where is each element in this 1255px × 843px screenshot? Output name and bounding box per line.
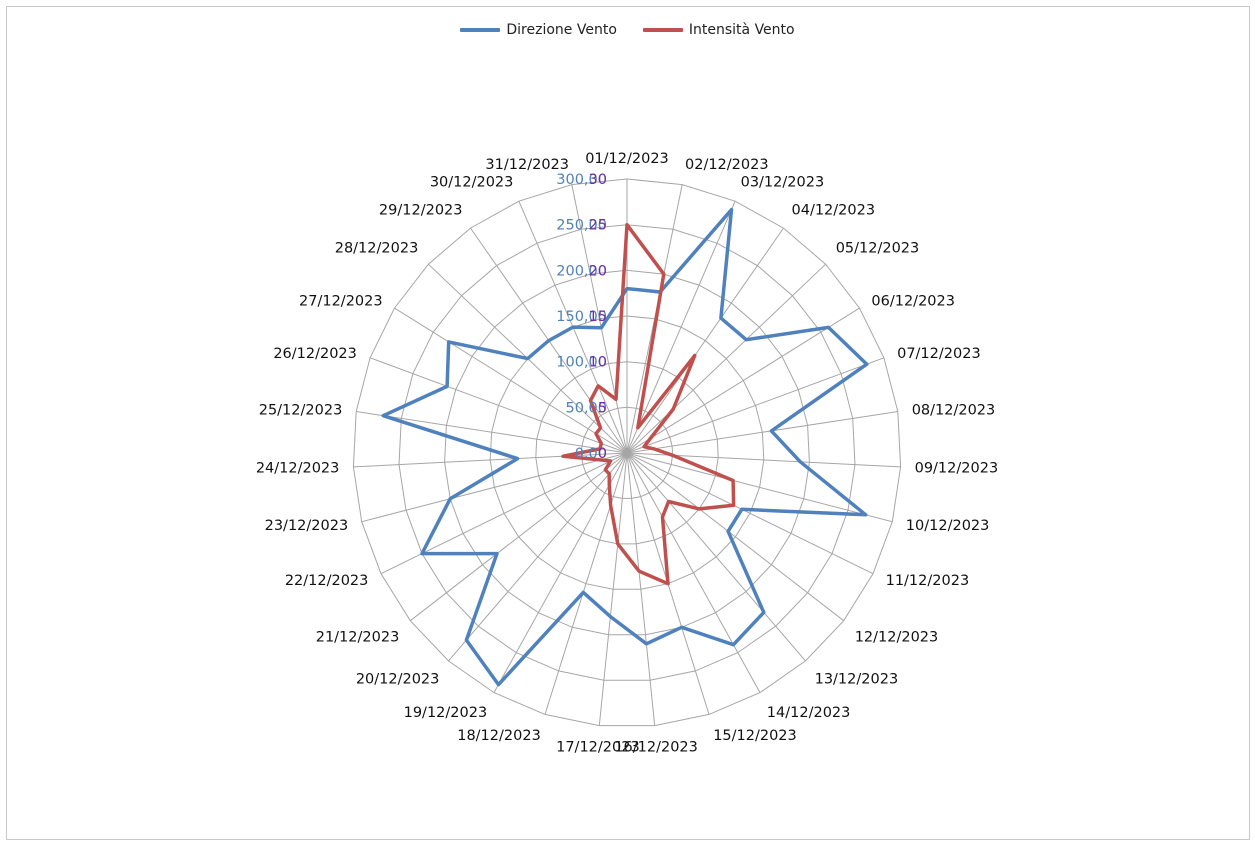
- primary-tick-label-3: 150,00: [556, 309, 607, 325]
- secondary-tick-label-6: 30: [589, 172, 607, 188]
- secondary-tick-label-0: 0: [598, 446, 607, 462]
- category-label-28: 28/12/2023: [335, 241, 419, 257]
- secondary-tick-label-2: 10: [589, 355, 607, 371]
- category-label-23: 23/12/2023: [265, 518, 349, 534]
- category-label-8: 08/12/2023: [912, 402, 996, 418]
- primary-tick-label-6: 300,00: [556, 172, 607, 188]
- grid-spoke-23: [361, 452, 628, 523]
- grid-spoke-16: [626, 452, 656, 726]
- grid-spoke-10: [626, 452, 893, 523]
- legend-swatch-intensita: [642, 28, 683, 32]
- grid-spoke-7: [626, 357, 885, 454]
- series-line-intensita: [561, 222, 736, 586]
- grid-ring-3: [489, 315, 765, 590]
- grid-spoke-6: [626, 307, 860, 454]
- chart-frame: [6, 6, 1250, 840]
- category-label-16: 16/12/2023: [614, 740, 698, 756]
- legend-swatch-direzione: [460, 28, 501, 32]
- category-label-10: 10/12/2023: [906, 518, 990, 534]
- grid-spoke-27: [394, 307, 628, 454]
- category-label-30: 30/12/2023: [430, 174, 514, 190]
- primary-tick-label-4: 200,00: [556, 263, 607, 279]
- category-label-13: 13/12/2023: [815, 672, 899, 688]
- grid-ring-5: [398, 224, 856, 681]
- category-label-27: 27/12/2023: [299, 294, 383, 310]
- category-label-17: 17/12/2023: [556, 740, 640, 756]
- category-label-15: 15/12/2023: [713, 728, 797, 744]
- grid-ring-1: [580, 406, 674, 499]
- grid-spoke-21: [409, 452, 628, 622]
- secondary-tick-label-1: 5: [598, 400, 607, 416]
- category-label-1: 01/12/2023: [585, 151, 669, 167]
- category-label-14: 14/12/2023: [767, 705, 851, 721]
- legend-label-intensita: Intensità Vento: [688, 22, 795, 38]
- legend-item-intensita: Intensità Vento: [642, 22, 795, 38]
- grid-spoke-18: [544, 452, 628, 715]
- grid-spoke-13: [626, 452, 806, 662]
- grid-spoke-25: [356, 411, 628, 454]
- grid-spoke-22: [380, 452, 628, 575]
- grid-spoke-14: [626, 452, 761, 693]
- grid-spoke-26: [369, 357, 628, 454]
- primary-tick-label-2: 100,00: [556, 355, 607, 371]
- legend-label-direzione: Direzione Vento: [506, 22, 617, 38]
- primary-tick-label-5: 250,00: [556, 218, 607, 234]
- secondary-tick-label-4: 20: [589, 263, 607, 279]
- grid-spoke-24: [353, 452, 628, 468]
- category-label-21: 21/12/2023: [316, 629, 400, 645]
- category-label-11: 11/12/2023: [886, 573, 970, 589]
- grid-spoke-12: [626, 452, 845, 622]
- grid-spoke-5: [626, 263, 826, 454]
- category-label-25: 25/12/2023: [259, 402, 343, 418]
- grid-spoke-11: [626, 452, 874, 575]
- category-label-31: 31/12/2023: [485, 157, 569, 173]
- legend: Direzione Vento Intensità Vento: [0, 22, 1255, 38]
- grid-spoke-19: [493, 452, 628, 693]
- category-label-22: 22/12/2023: [285, 573, 369, 589]
- category-label-26: 26/12/2023: [273, 346, 357, 362]
- category-label-6: 06/12/2023: [871, 294, 955, 310]
- category-label-4: 04/12/2023: [792, 203, 876, 219]
- category-label-5: 05/12/2023: [836, 241, 920, 257]
- legend-item-direzione: Direzione Vento: [460, 22, 617, 38]
- grid-ring-4: [444, 269, 810, 636]
- primary-tick-label-0: 0,00: [575, 446, 607, 462]
- secondary-tick-label-5: 25: [589, 218, 607, 234]
- category-label-12: 12/12/2023: [855, 629, 939, 645]
- grid-spoke-3: [626, 201, 736, 454]
- category-label-18: 18/12/2023: [457, 728, 541, 744]
- category-label-7: 07/12/2023: [897, 346, 981, 362]
- grid-spoke-20: [448, 452, 628, 662]
- category-label-19: 19/12/2023: [404, 705, 488, 721]
- series-line-direzione: [381, 207, 869, 687]
- grid-ring-2: [535, 361, 719, 545]
- grid-spoke-17: [598, 452, 628, 726]
- category-label-20: 20/12/2023: [356, 672, 440, 688]
- category-label-2: 02/12/2023: [685, 157, 769, 173]
- secondary-tick-label-3: 15: [589, 309, 607, 325]
- grid-ring-6: [352, 178, 902, 727]
- grid-spoke-8: [626, 411, 898, 454]
- category-label-24: 24/12/2023: [256, 461, 340, 477]
- grid-spoke-4: [626, 227, 784, 454]
- category-label-3: 03/12/2023: [741, 174, 825, 190]
- primary-tick-label-1: 50,00: [565, 400, 607, 416]
- grid-spoke-31: [571, 184, 628, 454]
- category-label-9: 09/12/2023: [915, 461, 999, 477]
- category-label-29: 29/12/2023: [379, 203, 463, 219]
